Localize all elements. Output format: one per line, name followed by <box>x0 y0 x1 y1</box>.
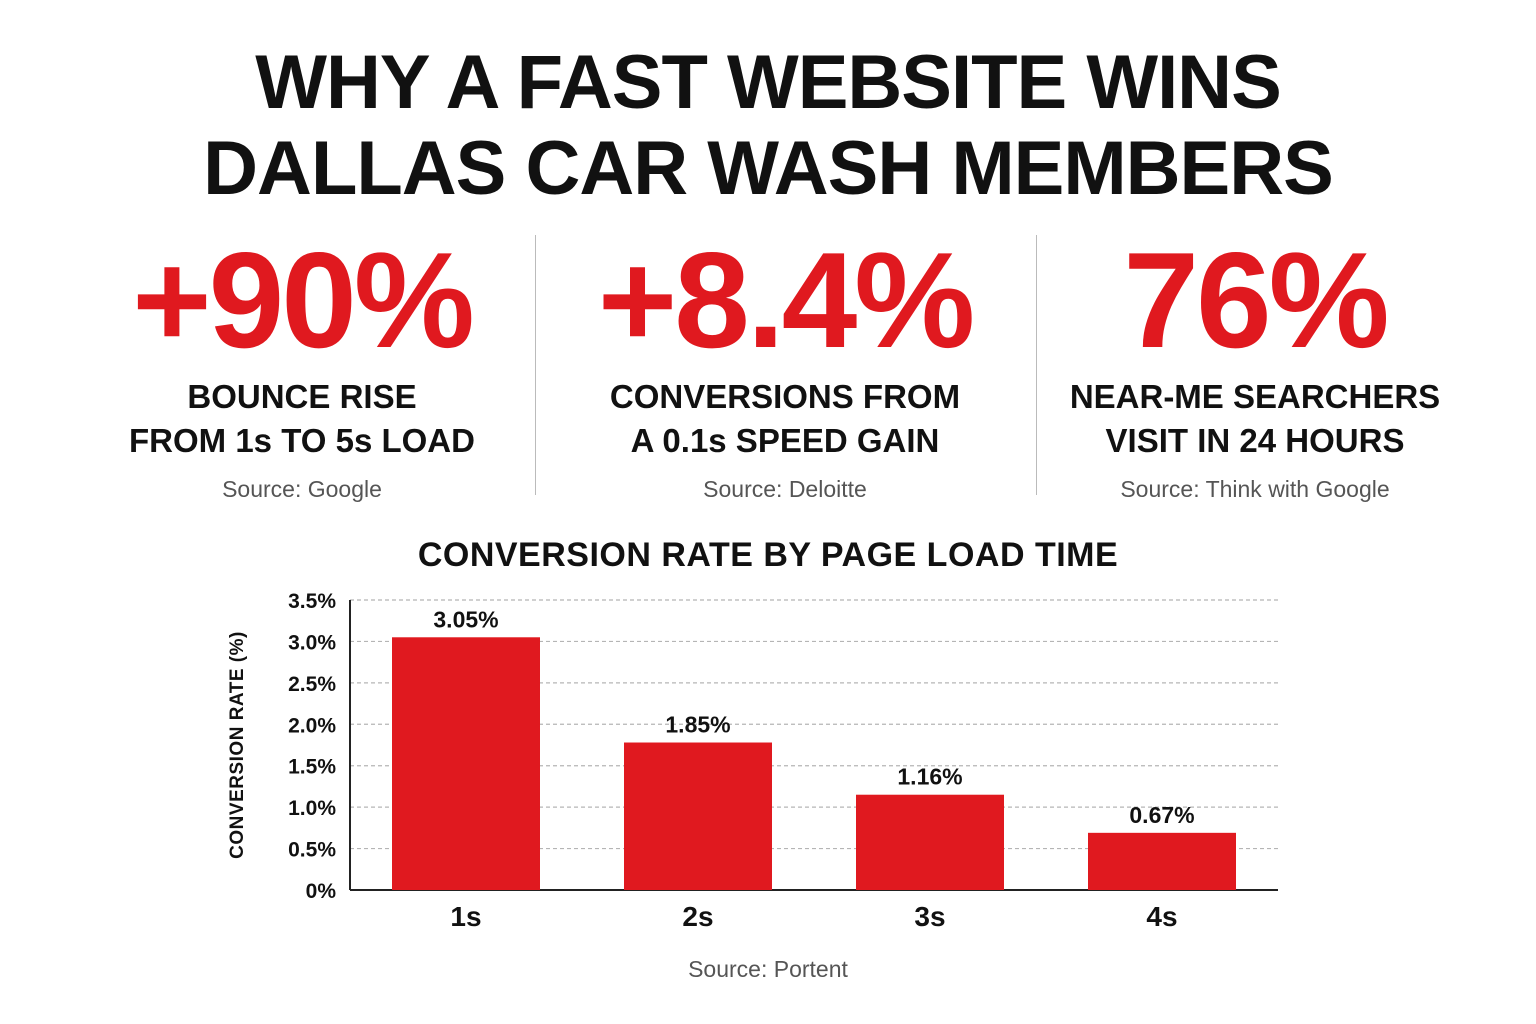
data-label: 1.16% <box>897 764 962 790</box>
page-title-line-2: DALLAS CAR WASH MEMBERS <box>203 126 1334 211</box>
y-tick-label: 0% <box>306 880 337 903</box>
stat-label-line-2: VISIT IN 24 HOURS <box>1105 422 1405 459</box>
y-tick-label: 1.0% <box>288 797 336 820</box>
stat-value: +90% <box>132 224 475 376</box>
stat-label-line-1: NEAR-ME SEARCHERS <box>1069 378 1441 415</box>
stat-source: Source: Google <box>222 476 382 502</box>
stat-source: Source: Deloitte <box>703 476 867 502</box>
bar-chart: 0% 0.5% 1.0% 1.5% 2.0% 2.5% 3.0% 3.5% CONVERSION… <box>227 590 1278 932</box>
data-label: 3.05% <box>433 606 498 632</box>
bar-4s <box>1088 832 1236 890</box>
y-tick-label: 2.0% <box>288 714 336 737</box>
y-axis-label: CONVERSION RATE (%) <box>227 631 248 859</box>
stat-divider <box>1036 235 1037 495</box>
y-tick-label: 1.5% <box>288 756 336 779</box>
stat-label-line-1: CONVERSIONS FROM <box>609 378 961 415</box>
data-label: 1.85% <box>665 712 730 738</box>
stat-value: +8.4% <box>597 224 975 376</box>
x-tick-label: 3s <box>914 901 945 932</box>
stat-label-line-2: FROM 1s TO 5s LOAD <box>129 422 475 459</box>
chart-title: CONVERSION RATE BY PAGE LOAD TIME <box>417 536 1119 574</box>
page-title: WHY A FAST WEBSITE WINS DALLAS CAR WASH … <box>0 40 1536 212</box>
bar-3s <box>856 794 1004 890</box>
stat-source: Source: Think with Google <box>1120 476 1390 502</box>
y-tick-label: 0.5% <box>288 839 336 862</box>
chart-source: Source: Portent <box>688 956 848 982</box>
x-tick-label: 4s <box>1146 901 1177 932</box>
stat-label-line-1: BOUNCE RISE <box>187 378 417 415</box>
data-label: 0.67% <box>1129 802 1194 828</box>
x-tick-label: 2s <box>682 901 713 932</box>
stat-divider <box>535 235 536 495</box>
stat-conversions: +8.4% CONVERSIONS FROM A 0.1s SPEED GAIN… <box>535 225 1035 503</box>
y-tick-label: 3.0% <box>288 631 336 654</box>
bar-1s <box>392 637 540 890</box>
y-tick-label: 3.5% <box>288 590 336 613</box>
bar-2s <box>624 742 772 890</box>
x-tick-label: 1s <box>450 901 481 932</box>
stat-near-me: 76% NEAR-ME SEARCHERS VISIT IN 24 HOURS … <box>1005 225 1505 503</box>
stat-bounce: +90% BOUNCE RISE FROM 1s TO 5s LOAD Sour… <box>52 225 552 503</box>
page-title-line-1: WHY A FAST WEBSITE WINS <box>255 40 1282 125</box>
stats-row: +90% BOUNCE RISE FROM 1s TO 5s LOAD Sour… <box>0 225 1536 503</box>
stat-label-line-2: A 0.1s SPEED GAIN <box>630 422 940 459</box>
stat-value: 76% <box>1123 224 1389 376</box>
y-tick-label: 2.5% <box>288 673 336 696</box>
